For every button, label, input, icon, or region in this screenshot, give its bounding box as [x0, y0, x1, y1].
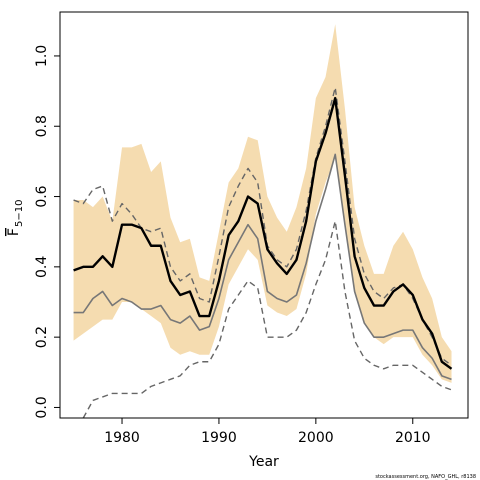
x-axis-label: Year — [248, 454, 279, 470]
series-line — [82, 220, 452, 418]
confidence-band — [73, 24, 452, 383]
x-tick-label: 2000 — [298, 430, 334, 446]
y-tick-label: 0.8 — [34, 115, 50, 137]
plot-frame — [59, 11, 469, 419]
series-line — [73, 96, 453, 370]
x-tick-label: 1990 — [201, 430, 237, 446]
y-axis-label-sub: 5−10 — [14, 200, 25, 227]
y-tick-label: 0.6 — [34, 185, 50, 207]
series-line — [73, 153, 452, 381]
y-tick-label: 0.2 — [34, 326, 50, 348]
y-axis-label-main: F — [6, 228, 22, 236]
y-tick-label: 1.0 — [34, 45, 50, 67]
plot-area — [73, 24, 453, 418]
x-tick-label: 2010 — [395, 430, 431, 446]
y-axis-label: F 5−10 — [6, 200, 25, 237]
x-tick-label: 1980 — [104, 430, 140, 446]
y-tick-label: 0.0 — [34, 396, 50, 418]
footer: stockassessment.org, NAFO_GHL, r8138 — [375, 474, 476, 480]
y-tick-label: 0.4 — [34, 256, 50, 278]
series-line — [73, 86, 452, 366]
